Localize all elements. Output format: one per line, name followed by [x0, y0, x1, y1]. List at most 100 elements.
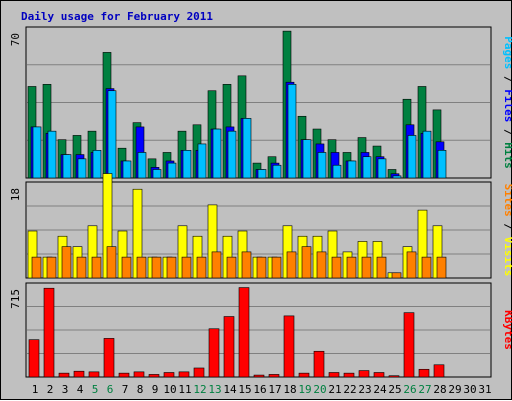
kbytes-bar-day-13 [208, 328, 220, 378]
pages-bar-day-27 [422, 130, 432, 179]
sites-bar-day-15 [241, 251, 252, 279]
pages-bar-day-19 [302, 139, 312, 179]
pages-bar-day-26 [407, 135, 417, 179]
day-label: 20 [313, 383, 326, 396]
kbytes-bar-day-5 [88, 371, 100, 378]
day-label: 3 [62, 383, 69, 396]
y-max-label: 715 [9, 289, 22, 309]
kbytes-bar-day-3 [58, 372, 70, 378]
kbytes-bar-day-15 [238, 287, 250, 378]
y-max-label: 70 [9, 33, 22, 46]
day-label: 30 [463, 383, 476, 396]
day-label: 22 [343, 383, 356, 396]
sites-bar-day-10 [166, 256, 177, 279]
pages-bar-day-11 [182, 150, 192, 179]
kbytes-bar-day-17 [268, 374, 280, 378]
kbytes-bar-day-2 [43, 287, 55, 378]
chart-title: Daily usage for February 2011 [21, 10, 213, 23]
day-label: 31 [478, 383, 491, 396]
kbytes-bar-day-20 [313, 350, 325, 378]
kbytes-bar-day-25 [388, 375, 400, 378]
sites-bar-day-11 [181, 256, 192, 279]
day-label: 6 [107, 383, 114, 396]
day-label: 19 [298, 383, 311, 396]
day-label: 23 [358, 383, 371, 396]
day-label: 12 [193, 383, 206, 396]
kbytes-bar-day-16 [253, 374, 265, 378]
sites-bar-day-12 [196, 256, 207, 279]
kbytes-bar-day-11 [178, 371, 190, 378]
sites-bar-day-16 [256, 256, 267, 279]
day-label: 11 [178, 383, 191, 396]
sites-bar-day-2 [46, 256, 57, 279]
sites-bar-day-7 [121, 256, 132, 279]
day-label: 5 [92, 383, 99, 396]
kbytes-bar-day-27 [418, 368, 430, 378]
sites-bar-day-19 [301, 246, 312, 279]
day-label: 8 [137, 383, 144, 396]
pages-bar-day-25 [392, 175, 402, 179]
day-label: 15 [238, 383, 251, 396]
sites-bar-day-9 [151, 256, 162, 279]
sites-bar-day-17 [271, 256, 282, 279]
pages-bar-day-24 [377, 158, 387, 179]
sites-bar-day-13 [211, 251, 222, 279]
sites-bar-day-1 [31, 256, 42, 279]
day-label: 26 [403, 383, 416, 396]
kbytes-bar-day-12 [193, 367, 205, 378]
pages-bar-day-14 [227, 130, 237, 179]
kbytes-bar-day-6 [103, 338, 115, 378]
day-label: 14 [223, 383, 237, 396]
kbytes-bar-day-9 [148, 374, 160, 378]
day-label: 27 [418, 383, 431, 396]
pages-bar-day-16 [257, 169, 267, 179]
legend-separator: / [502, 122, 512, 142]
sites-bar-day-5 [91, 256, 102, 279]
pages-bar-day-7 [122, 160, 132, 179]
sites-bar-day-26 [406, 251, 417, 279]
pages-bar-day-23 [362, 156, 372, 179]
kbytes-bar-day-22 [343, 372, 355, 378]
pages-bar-day-28 [437, 150, 447, 179]
kbytes-bar-day-28 [433, 364, 445, 378]
day-label: 9 [152, 383, 159, 396]
day-label: 2 [47, 383, 54, 396]
sites-bar-day-14 [226, 256, 237, 279]
sites-bar-day-25 [391, 272, 402, 279]
day-label: 28 [433, 383, 446, 396]
kbytes-bar-day-19 [298, 372, 310, 378]
sites-bar-day-18 [286, 251, 297, 279]
legend-kbytes: KBytes [502, 310, 512, 350]
pages-bar-day-10 [167, 162, 177, 179]
pages-bar-day-21 [332, 164, 342, 179]
kbytes-bar-day-23 [358, 370, 370, 378]
kbytes-bar-day-10 [163, 372, 175, 378]
pages-bar-day-4 [77, 158, 87, 179]
pages-bar-day-8 [137, 152, 147, 179]
pages-bar-day-12 [197, 143, 207, 179]
day-label: 18 [283, 383, 296, 396]
sites-bar-day-21 [331, 256, 342, 279]
pages-bar-day-2 [47, 130, 57, 179]
kbytes-bar-day-26 [403, 312, 415, 378]
pages-bar-day-17 [272, 164, 282, 179]
sites-bar-day-3 [61, 246, 72, 279]
legend-visits: Visits [502, 237, 512, 277]
pages-bar-day-15 [242, 118, 252, 179]
sites-bar-day-23 [361, 256, 372, 279]
sites-bar-day-20 [316, 251, 327, 279]
kbytes-bar-day-24 [373, 372, 385, 378]
day-label: 13 [208, 383, 221, 396]
day-label: 29 [448, 383, 461, 396]
day-label: 25 [388, 383, 401, 396]
day-label: 1 [32, 383, 39, 396]
day-label: 16 [253, 383, 266, 396]
legend-hits: Hits [502, 142, 512, 169]
sites-bar-day-28 [436, 256, 447, 279]
day-label: 21 [328, 383, 341, 396]
right-axis-label: Sites / Visits [502, 184, 512, 277]
pages-bar-day-20 [317, 152, 327, 179]
sites-bar-day-6 [106, 246, 117, 279]
